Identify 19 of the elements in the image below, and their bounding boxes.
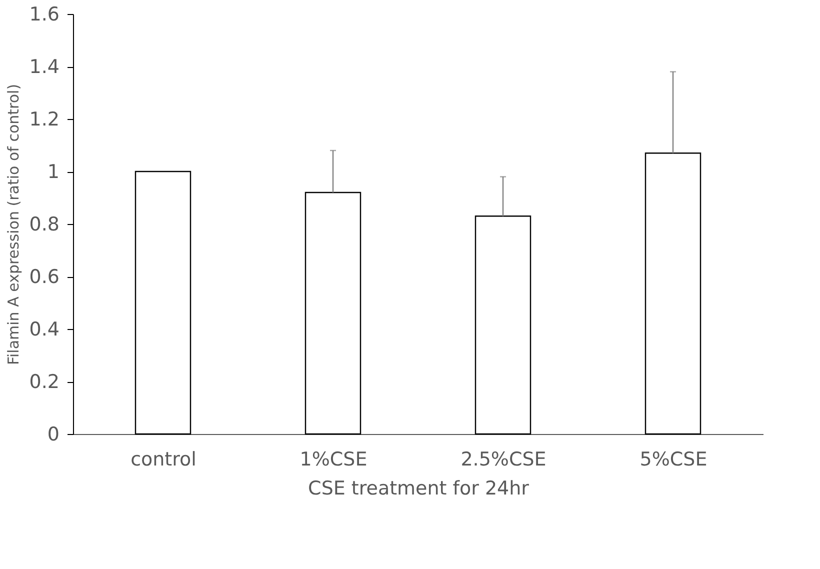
y-axis-title: Filamin A expression (ratio of control) [4,84,22,366]
bar [474,216,532,435]
y-tick-label: 0.2 [29,371,60,393]
x-tick-label: 2.5%CSE [460,448,546,470]
y-tick-label: 1.4 [29,56,60,78]
bar [304,192,362,435]
x-tick-label: control [130,448,196,470]
x-tick-label: 1%CSE [300,448,368,470]
y-tick-label: 1 [47,161,60,183]
bar [134,170,192,435]
y-tick-label: 0 [47,424,60,446]
y-tick-label: 0.4 [29,318,60,340]
y-tick-label: 0.8 [29,214,60,236]
x-tick-label: 5%CSE [640,448,708,470]
y-tick-label: 0.6 [29,266,60,288]
y-tick-label: 1.6 [29,4,60,26]
y-tick-label: 1.2 [29,108,60,130]
x-axis-title: CSE treatment for 24hr [308,478,530,500]
bar [644,152,702,435]
